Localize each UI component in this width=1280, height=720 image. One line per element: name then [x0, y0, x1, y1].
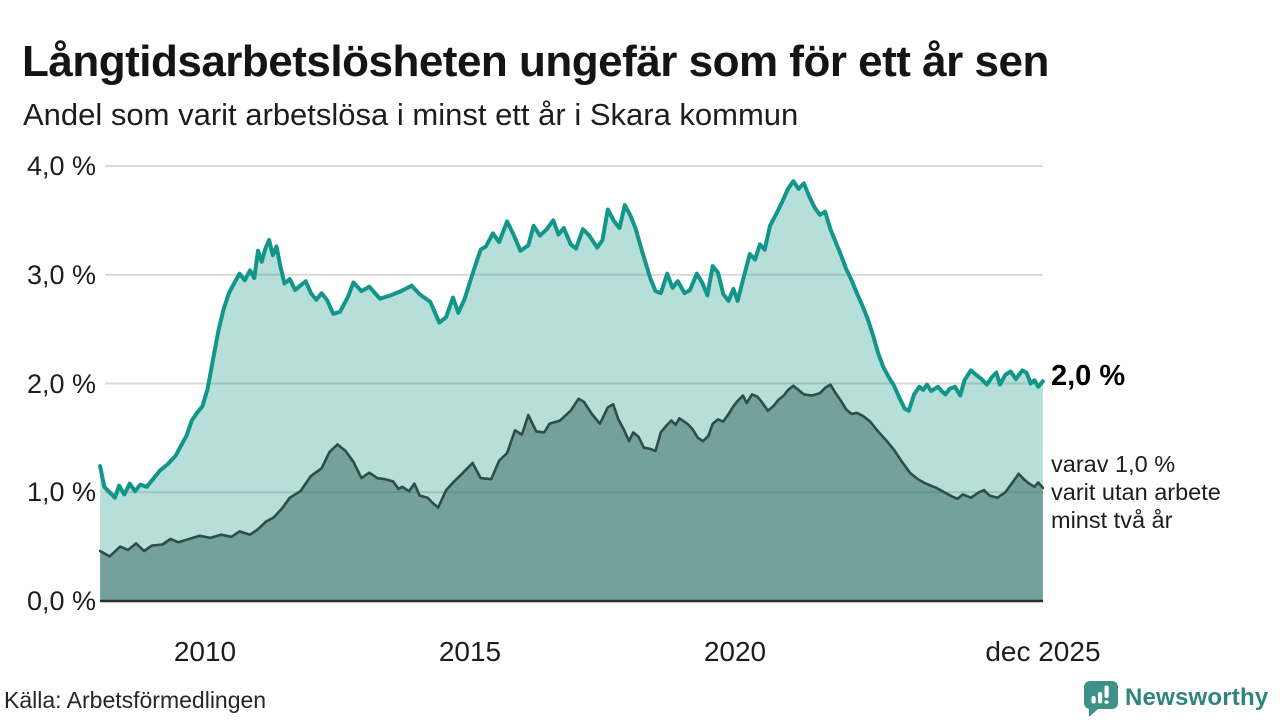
source-credit: Källa: Arbetsförmedlingen	[4, 687, 267, 713]
newsworthy-logo-icon	[1084, 681, 1118, 717]
latest-value-label: 2,0 %	[1051, 360, 1126, 392]
area-unemployed-min-2yr	[100, 384, 1043, 601]
y-axis-tick-label: 3,0 %	[26, 259, 96, 290]
page-title: Långtidsarbetslösheten ungefär som för e…	[22, 37, 1049, 87]
area-unemployed-min-1yr	[100, 181, 1043, 601]
secondary-series-annotation: varav 1,0 % varit utan arbete minst två …	[1051, 450, 1221, 534]
x-axis-tick-label: 2010	[173, 636, 237, 667]
x-axis-tick-label: 2020	[703, 636, 767, 667]
secondary-annotation-line2: varit utan arbete	[1051, 479, 1221, 505]
line-unemployed-min-2yr	[98, 383, 1045, 558]
y-axis-tick-label: 1,0 %	[26, 477, 96, 508]
chart-subtitle: Andel som varit arbetslösa i minst ett å…	[23, 97, 799, 132]
secondary-annotation-line1: varav 1,0 %	[1051, 451, 1176, 477]
gridlines	[105, 165, 1043, 494]
newsworthy-brand: Newsworthy	[1084, 681, 1268, 717]
y-axis-tick-label: 2,0 %	[26, 368, 96, 399]
x-axis-tick-label: 2015	[438, 636, 502, 667]
y-axis-tick-label: 4,0 %	[26, 151, 96, 181]
newsworthy-wordmark: Newsworthy	[1125, 684, 1269, 711]
y-axis-tick-label: 0,0 %	[26, 586, 96, 616]
secondary-annotation-line3: minst två år	[1051, 507, 1173, 533]
x-axis-tick-label: dec 2025	[985, 636, 1101, 667]
line-unemployed-min-1yr	[98, 179, 1045, 500]
